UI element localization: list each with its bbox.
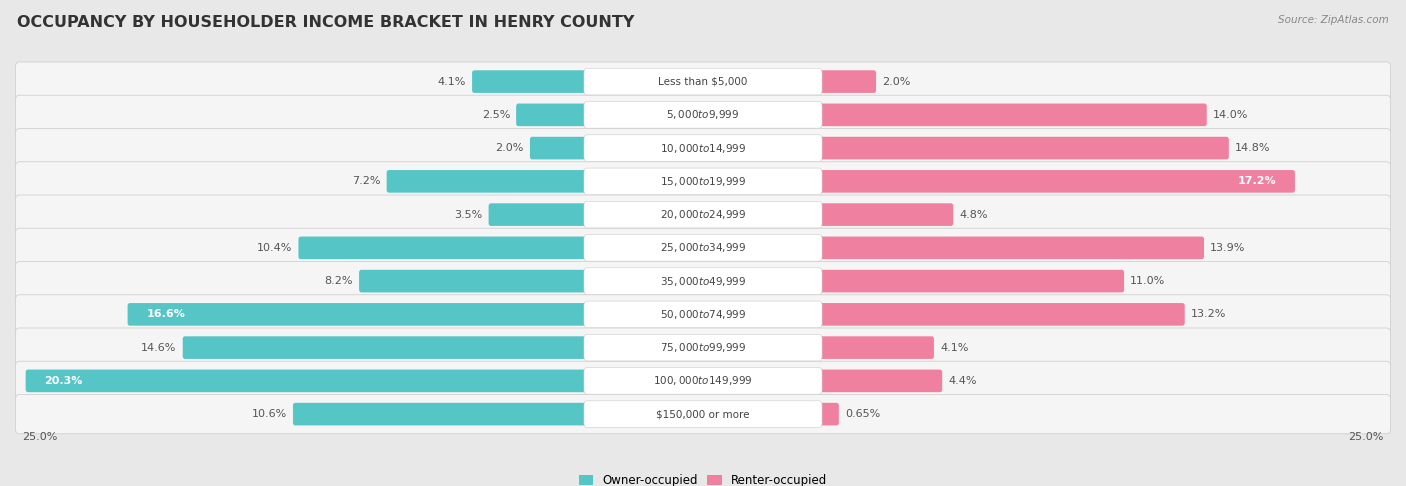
Text: 2.0%: 2.0% bbox=[882, 77, 911, 87]
FancyBboxPatch shape bbox=[583, 367, 823, 394]
FancyBboxPatch shape bbox=[15, 395, 1391, 434]
FancyBboxPatch shape bbox=[387, 170, 589, 192]
FancyBboxPatch shape bbox=[583, 102, 823, 128]
Text: 3.5%: 3.5% bbox=[454, 209, 482, 220]
FancyBboxPatch shape bbox=[817, 203, 953, 226]
FancyBboxPatch shape bbox=[583, 334, 823, 361]
FancyBboxPatch shape bbox=[15, 295, 1391, 334]
FancyBboxPatch shape bbox=[583, 401, 823, 427]
FancyBboxPatch shape bbox=[359, 270, 589, 293]
Text: $150,000 or more: $150,000 or more bbox=[657, 409, 749, 419]
FancyBboxPatch shape bbox=[817, 270, 1123, 293]
Text: 10.6%: 10.6% bbox=[252, 409, 287, 419]
FancyBboxPatch shape bbox=[817, 303, 1185, 326]
Text: 17.2%: 17.2% bbox=[1237, 176, 1277, 186]
Text: 14.8%: 14.8% bbox=[1234, 143, 1271, 153]
Text: $75,000 to $99,999: $75,000 to $99,999 bbox=[659, 341, 747, 354]
FancyBboxPatch shape bbox=[817, 170, 1295, 192]
FancyBboxPatch shape bbox=[583, 301, 823, 328]
FancyBboxPatch shape bbox=[298, 237, 589, 259]
Text: 4.1%: 4.1% bbox=[437, 77, 465, 87]
FancyBboxPatch shape bbox=[15, 361, 1391, 400]
FancyBboxPatch shape bbox=[472, 70, 589, 93]
Text: 2.5%: 2.5% bbox=[482, 110, 510, 120]
FancyBboxPatch shape bbox=[15, 261, 1391, 301]
Text: $5,000 to $9,999: $5,000 to $9,999 bbox=[666, 108, 740, 122]
Text: 11.0%: 11.0% bbox=[1130, 276, 1166, 286]
FancyBboxPatch shape bbox=[516, 104, 589, 126]
FancyBboxPatch shape bbox=[583, 268, 823, 295]
Text: 10.4%: 10.4% bbox=[257, 243, 292, 253]
Legend: Owner-occupied, Renter-occupied: Owner-occupied, Renter-occupied bbox=[574, 469, 832, 486]
Text: 20.3%: 20.3% bbox=[45, 376, 83, 386]
Text: 14.0%: 14.0% bbox=[1213, 110, 1249, 120]
Text: 13.9%: 13.9% bbox=[1211, 243, 1246, 253]
FancyBboxPatch shape bbox=[817, 237, 1204, 259]
FancyBboxPatch shape bbox=[489, 203, 589, 226]
Text: 13.2%: 13.2% bbox=[1191, 310, 1226, 319]
FancyBboxPatch shape bbox=[583, 235, 823, 261]
Text: 4.4%: 4.4% bbox=[948, 376, 977, 386]
Text: 4.1%: 4.1% bbox=[941, 343, 969, 353]
FancyBboxPatch shape bbox=[817, 137, 1229, 159]
FancyBboxPatch shape bbox=[25, 369, 589, 392]
Text: 14.6%: 14.6% bbox=[141, 343, 177, 353]
Text: 0.65%: 0.65% bbox=[845, 409, 880, 419]
FancyBboxPatch shape bbox=[583, 69, 823, 95]
FancyBboxPatch shape bbox=[15, 195, 1391, 234]
FancyBboxPatch shape bbox=[15, 95, 1391, 135]
FancyBboxPatch shape bbox=[183, 336, 589, 359]
FancyBboxPatch shape bbox=[15, 162, 1391, 201]
Text: Less than $5,000: Less than $5,000 bbox=[658, 77, 748, 87]
FancyBboxPatch shape bbox=[530, 137, 589, 159]
Text: $35,000 to $49,999: $35,000 to $49,999 bbox=[659, 275, 747, 288]
Text: $100,000 to $149,999: $100,000 to $149,999 bbox=[654, 374, 752, 387]
Text: $25,000 to $34,999: $25,000 to $34,999 bbox=[659, 242, 747, 254]
Text: 7.2%: 7.2% bbox=[352, 176, 381, 186]
Text: OCCUPANCY BY HOUSEHOLDER INCOME BRACKET IN HENRY COUNTY: OCCUPANCY BY HOUSEHOLDER INCOME BRACKET … bbox=[17, 15, 634, 30]
FancyBboxPatch shape bbox=[15, 128, 1391, 168]
FancyBboxPatch shape bbox=[817, 369, 942, 392]
Text: 8.2%: 8.2% bbox=[325, 276, 353, 286]
Text: $50,000 to $74,999: $50,000 to $74,999 bbox=[659, 308, 747, 321]
FancyBboxPatch shape bbox=[817, 403, 839, 425]
FancyBboxPatch shape bbox=[15, 62, 1391, 101]
Text: $20,000 to $24,999: $20,000 to $24,999 bbox=[659, 208, 747, 221]
FancyBboxPatch shape bbox=[292, 403, 589, 425]
Text: 4.8%: 4.8% bbox=[959, 209, 988, 220]
Text: 25.0%: 25.0% bbox=[22, 433, 58, 442]
Text: 16.6%: 16.6% bbox=[146, 310, 186, 319]
FancyBboxPatch shape bbox=[128, 303, 589, 326]
Text: $15,000 to $19,999: $15,000 to $19,999 bbox=[659, 175, 747, 188]
FancyBboxPatch shape bbox=[817, 70, 876, 93]
Text: 2.0%: 2.0% bbox=[495, 143, 524, 153]
FancyBboxPatch shape bbox=[817, 104, 1206, 126]
Text: $10,000 to $14,999: $10,000 to $14,999 bbox=[659, 141, 747, 155]
FancyBboxPatch shape bbox=[583, 168, 823, 195]
FancyBboxPatch shape bbox=[15, 228, 1391, 267]
FancyBboxPatch shape bbox=[817, 336, 934, 359]
Text: 25.0%: 25.0% bbox=[1348, 433, 1384, 442]
FancyBboxPatch shape bbox=[15, 328, 1391, 367]
Text: Source: ZipAtlas.com: Source: ZipAtlas.com bbox=[1278, 15, 1389, 25]
FancyBboxPatch shape bbox=[583, 201, 823, 228]
FancyBboxPatch shape bbox=[583, 135, 823, 161]
